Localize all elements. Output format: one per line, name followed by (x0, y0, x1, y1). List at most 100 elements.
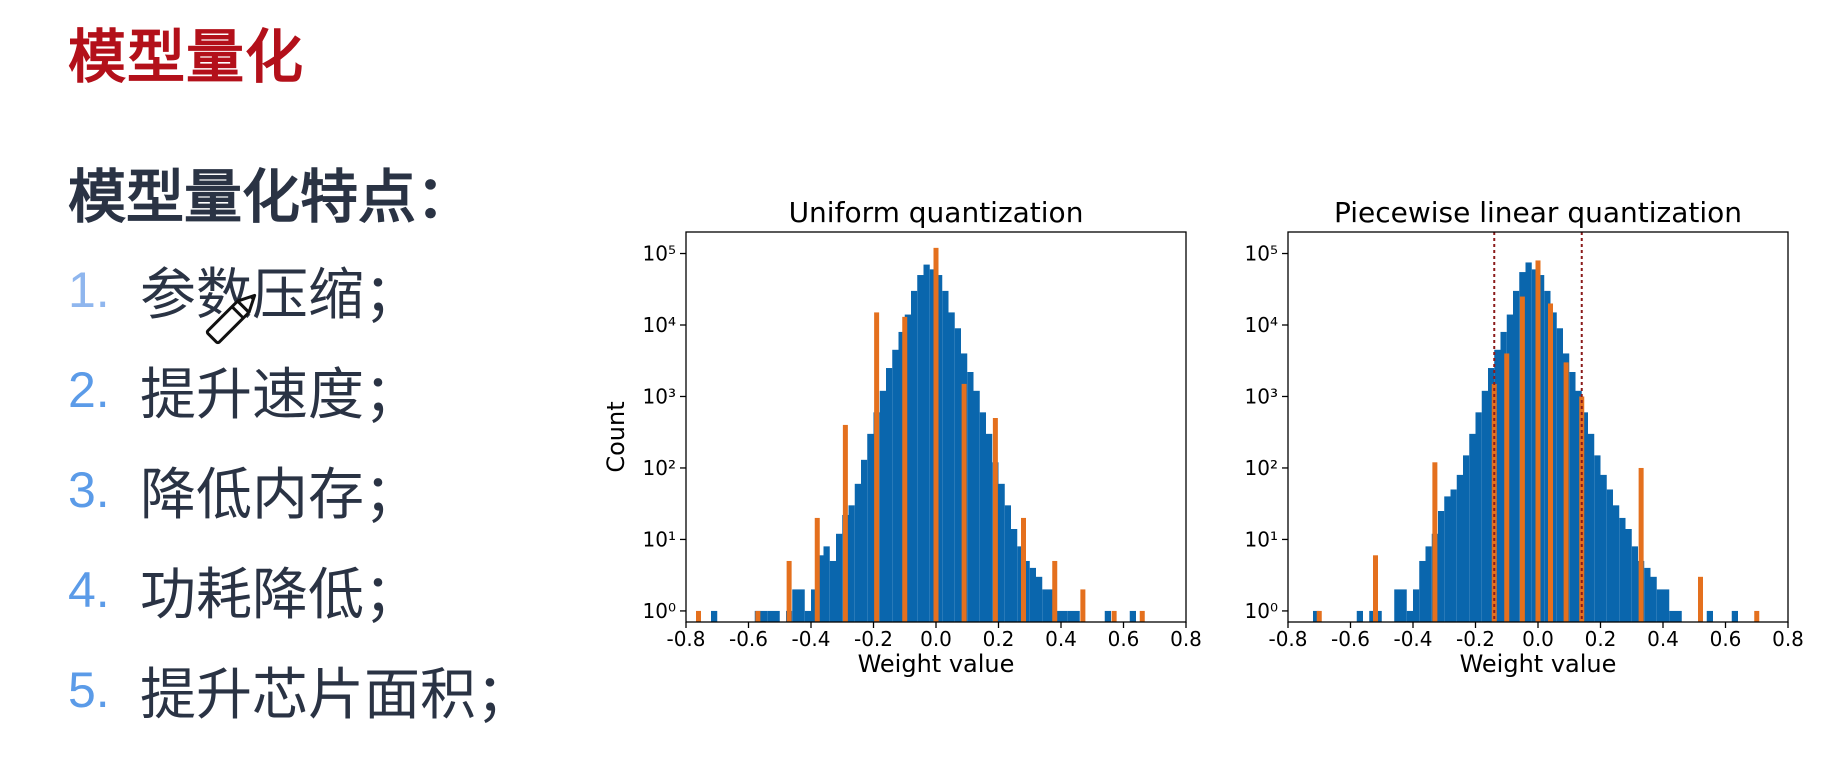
histogram-bar (829, 560, 836, 622)
histogram-bar (1675, 610, 1682, 622)
histogram-bar (1313, 610, 1320, 622)
histogram-bar (904, 314, 911, 622)
histogram-bar (804, 610, 811, 622)
quantized-level-bar (1373, 555, 1378, 622)
quantized-level-bar (696, 610, 701, 622)
x-tick-label: 0.2 (1585, 627, 1617, 651)
histogram-bar (1067, 610, 1074, 622)
feature-text: 功耗降低； (140, 562, 420, 628)
histogram-bar (923, 264, 930, 622)
histogram-bar (767, 610, 774, 622)
histogram-bar (979, 412, 986, 622)
feature-item: 1. 参数压缩； (68, 240, 532, 340)
histogram-bar (1073, 610, 1080, 622)
histogram-bar (1569, 372, 1576, 622)
y-tick-label: 10⁵ (1245, 242, 1278, 266)
histogram-bar (1538, 275, 1545, 622)
histogram-bar (1413, 589, 1420, 622)
histogram-bar (1444, 496, 1451, 622)
histogram-bar (854, 483, 861, 622)
histogram-bar (1356, 610, 1363, 622)
histogram-bar (1706, 610, 1713, 622)
histogram-bar (1575, 390, 1582, 622)
x-tick-label: 0.4 (1045, 627, 1077, 651)
quantized-level-bar (1698, 576, 1703, 622)
histogram-bar (1619, 517, 1626, 622)
feature-item: 4. 功耗降低； (68, 540, 532, 640)
histogram-bar (836, 533, 843, 622)
histogram-bar (811, 589, 818, 622)
histogram-bar (1494, 349, 1501, 622)
feature-text: 参数压缩； (140, 262, 420, 328)
histogram-bar (1531, 269, 1538, 622)
quantized-level-bar (1504, 353, 1510, 622)
histogram-bar (1017, 546, 1024, 622)
histogram-bar (911, 290, 918, 622)
x-axis-label: Weight value (858, 650, 1015, 678)
histogram-charts: -0.8 -0.6 -0.4 -0.2 0.0 0.2 0.4 0.6 0.8 10⁰ 10¹ 10²… (602, 196, 1804, 678)
quantized-level-bar (1638, 467, 1644, 622)
histogram-bar (1054, 610, 1061, 622)
quantized-level-bar (1021, 517, 1026, 622)
quantized-level-bar (1563, 362, 1569, 622)
y-tick-label: 10³ (1245, 384, 1278, 408)
histogram-bar (1669, 610, 1676, 622)
histogram-bar (798, 589, 805, 622)
histogram-bar (861, 459, 868, 622)
histogram-bar (817, 555, 824, 622)
x-tick-label: -0.4 (791, 627, 830, 651)
histogram-bar (1036, 576, 1043, 622)
histogram-bar (948, 312, 955, 622)
histogram-bar (1506, 314, 1513, 622)
quantized-level-bar (1519, 296, 1525, 622)
histogram-bar (867, 433, 874, 622)
histogram-bar (1129, 610, 1136, 622)
y-tick-label: 10¹ (1245, 527, 1278, 551)
histogram-bar (986, 433, 993, 622)
histogram-bar (773, 610, 780, 622)
quantized-level-bar (842, 424, 848, 622)
x-tick-label: -0.2 (1456, 627, 1495, 651)
pencil-icon (196, 282, 268, 354)
histogram-bar (1500, 331, 1507, 622)
histogram-bar (1042, 589, 1049, 622)
feature-number: 5. (68, 662, 110, 718)
histogram-bar (1544, 290, 1551, 622)
histogram-bar (1631, 546, 1638, 622)
histogram-bar (942, 290, 949, 622)
histogram-bar (1061, 610, 1068, 622)
histogram-bar (898, 331, 905, 622)
slide-subtitle: 模型量化特点： (68, 163, 475, 231)
quantized-level-bar (933, 247, 939, 622)
histogram-bar (1463, 455, 1470, 622)
y-axis-label: Count (604, 401, 630, 472)
slide-title: 模型量化 (68, 23, 305, 91)
histogram-bar (1369, 610, 1376, 622)
y-tick-label: 10⁴ (1245, 313, 1278, 337)
y-tick-label: 10¹ (643, 527, 676, 551)
chart-title: Uniform quantization (789, 196, 1084, 229)
histogram-bar (879, 390, 886, 622)
quantized-level-bar (992, 418, 998, 622)
quantized-level-bar (874, 312, 880, 622)
histogram-bar (1419, 560, 1426, 622)
histogram-bar (1450, 489, 1457, 622)
histogram-bar (1625, 529, 1632, 622)
chart-title: Piecewise linear quantization (1334, 196, 1742, 229)
quantized-level-bar (755, 610, 761, 622)
histogram-bar (1004, 505, 1011, 622)
x-tick-label: 0.8 (1170, 627, 1202, 651)
quantized-level-bar (1052, 560, 1058, 622)
histogram-bar (1556, 328, 1563, 622)
histogram-bar (967, 372, 974, 622)
histogram-bar (936, 275, 943, 622)
histogram-bar (929, 269, 936, 622)
x-axis-label: Weight value (1460, 650, 1617, 678)
x-tick-label: 0.8 (1772, 627, 1804, 651)
x-tick-label: -0.8 (1268, 627, 1307, 651)
x-tick-label: 0.2 (983, 627, 1015, 651)
x-tick-label: -0.4 (1393, 627, 1432, 651)
histogram-bar (1550, 312, 1557, 622)
quantized-level-bar (1548, 303, 1553, 622)
histogram-bar (1456, 474, 1463, 622)
